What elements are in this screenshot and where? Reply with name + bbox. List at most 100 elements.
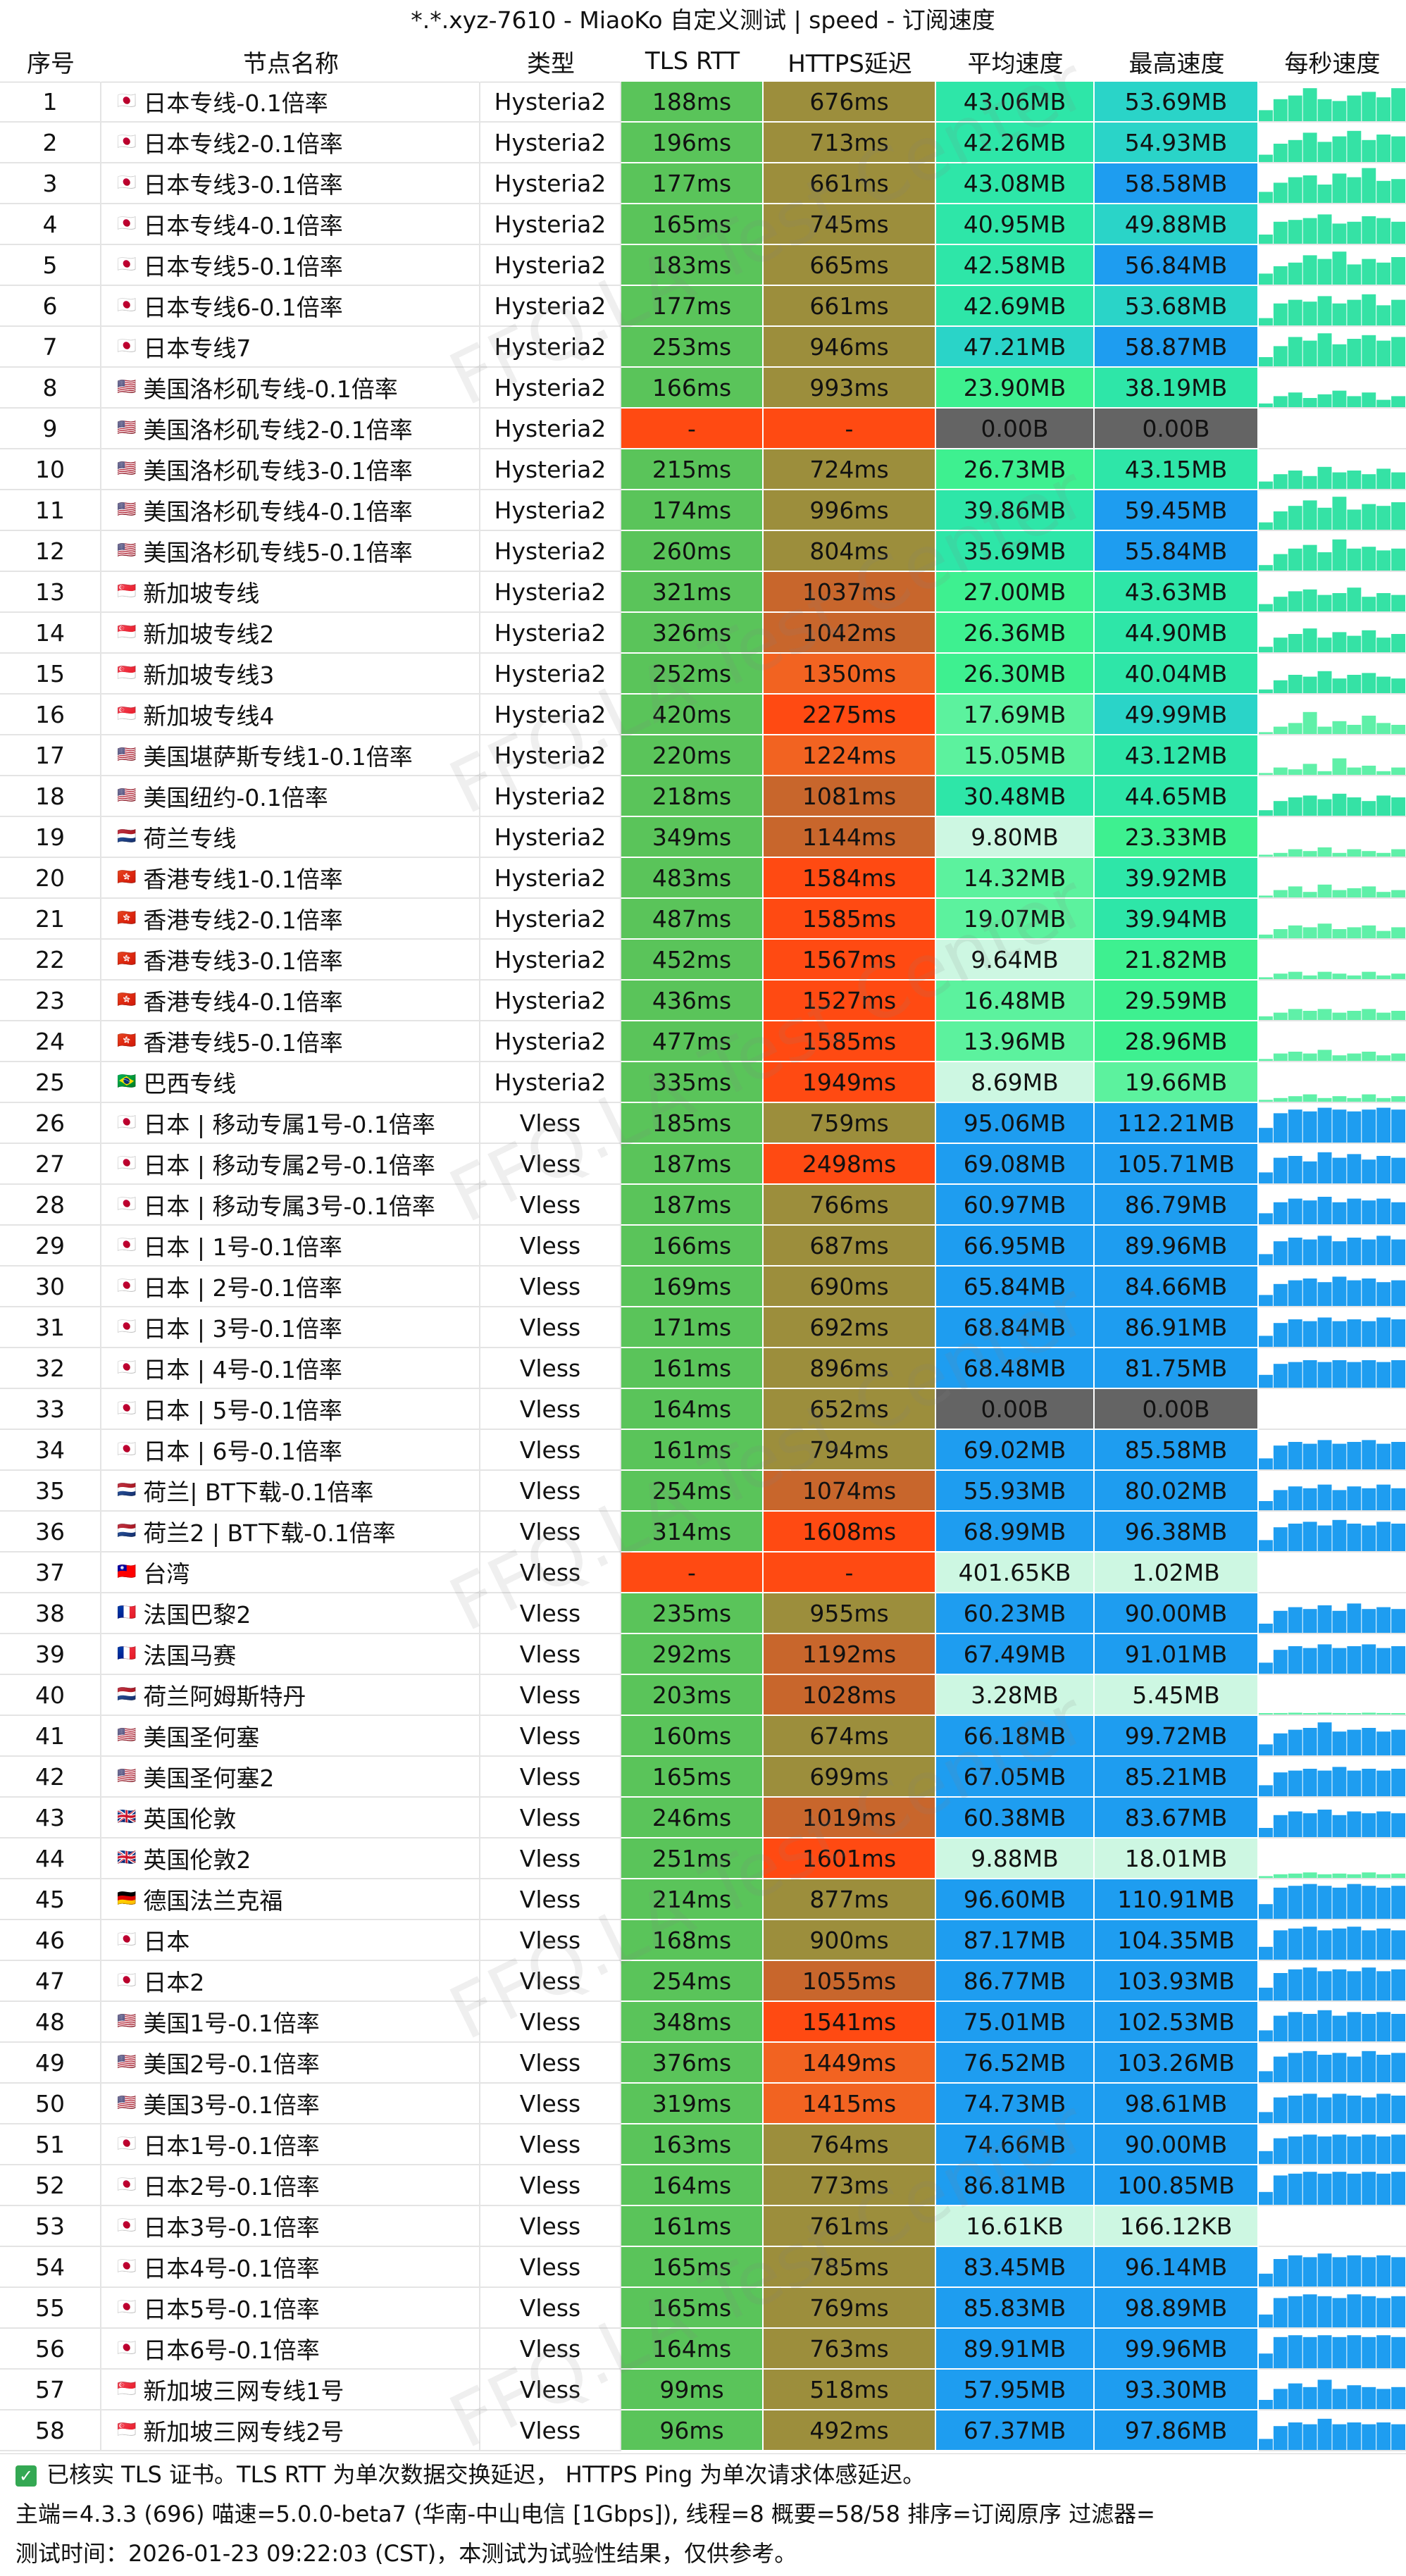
table-row[interactable]: 50 🇺🇸 美国3号-0.1倍率 Vless 319ms 1415ms 74.73MB 98.…	[0, 2084, 1406, 2124]
node-name: 🇯🇵 日本 | 3号-0.1倍率	[101, 1307, 480, 1348]
speed-bar	[1362, 392, 1376, 407]
node-name: 🇺🇸 美国洛杉矶专线3-0.1倍率	[101, 449, 480, 490]
table-row[interactable]: 5 🇯🇵 日本专线5-0.1倍率 Hysteria2 183ms 665ms 42.58MB…	[0, 245, 1406, 286]
speed-bar	[1332, 758, 1347, 775]
flag-icon: 🇯🇵	[117, 1441, 137, 1458]
table-row[interactable]: 45 🇩🇪 德国法兰克福 Vless 214ms 877ms 96.60MB 110.91MB	[0, 1879, 1406, 1920]
table-row[interactable]: 46 🇯🇵 日本 Vless 168ms 900ms 87.17MB 104.35MB	[0, 1920, 1406, 1961]
table-row[interactable]: 6 🇯🇵 日本专线6-0.1倍率 Hysteria2 177ms 661ms 42.69MB…	[0, 286, 1406, 327]
table-row[interactable]: 42 🇺🇸 美国圣何塞2 Vless 165ms 699ms 67.05MB 85.21MB	[0, 1757, 1406, 1798]
table-row[interactable]: 13 🇸🇬 新加坡专线 Hysteria2 321ms 1037ms 27.00MB 43.6…	[0, 572, 1406, 613]
header-https-latency[interactable]: HTTPS延迟	[788, 49, 912, 78]
node-name-label: 日本	[143, 1928, 190, 1955]
table-row[interactable]: 55 🇯🇵 日本5号-0.1倍率 Vless 165ms 769ms 85.83MB 98.8…	[0, 2288, 1406, 2329]
avg-speed: 69.02MB	[936, 1430, 1095, 1471]
tls-rtt: 203ms	[621, 1675, 764, 1716]
table-row[interactable]: 8 🇺🇸 美国洛杉矶专线-0.1倍率 Hysteria2 166ms 993ms 23.90…	[0, 368, 1406, 409]
table-row[interactable]: 3 🇯🇵 日本专线3-0.1倍率 Hysteria2 177ms 661ms 43.08MB…	[0, 163, 1406, 204]
table-row[interactable]: 48 🇺🇸 美国1号-0.1倍率 Vless 348ms 1541ms 75.01MB 102…	[0, 2002, 1406, 2043]
table-row[interactable]: 2 🇯🇵 日本专线2-0.1倍率 Hysteria2 196ms 713ms 42.26MB…	[0, 123, 1406, 163]
table-row[interactable]: 26 🇯🇵 日本 | 移动专属1号-0.1倍率 Vless 185ms 759ms 95.0…	[0, 1103, 1406, 1144]
table-row[interactable]: 53 🇯🇵 日本3号-0.1倍率 Vless 161ms 761ms 16.61KB 166.…	[0, 2206, 1406, 2247]
table-row[interactable]: 28 🇯🇵 日本 | 移动专属3号-0.1倍率 Vless 187ms 766ms 60.9…	[0, 1185, 1406, 1226]
table-row[interactable]: 27 🇯🇵 日本 | 移动专属2号-0.1倍率 Vless 187ms 2498ms 69.…	[0, 1144, 1406, 1185]
table-row[interactable]: 58 🇸🇬 新加坡三网专线2号 Vless 96ms 492ms 67.37MB 97.86M…	[0, 2410, 1406, 2451]
speed-bar	[1273, 1874, 1288, 1878]
flag-icon: 🇯🇵	[117, 297, 137, 314]
table-row[interactable]: 35 🇳🇱 荷兰| BT下载-0.1倍率 Vless 254ms 1074ms 55.93M…	[0, 1471, 1406, 1512]
table-row[interactable]: 51 🇯🇵 日本1号-0.1倍率 Vless 163ms 764ms 74.66MB 90.0…	[0, 2124, 1406, 2165]
speed-bar	[1317, 671, 1332, 693]
table-row[interactable]: 11 🇺🇸 美国洛杉矶专线4-0.1倍率 Hysteria2 174ms 996ms 39.…	[0, 490, 1406, 531]
row-index: 25	[0, 1062, 101, 1103]
table-row[interactable]: 33 🇯🇵 日本 | 5号-0.1倍率 Vless 164ms 652ms 0.00B 0.0…	[0, 1389, 1406, 1430]
speed-bar	[1332, 1360, 1347, 1388]
table-row[interactable]: 36 🇳🇱 荷兰2 | BT下载-0.1倍率 Vless 314ms 1608ms 68.9…	[0, 1512, 1406, 1553]
speed-bar	[1317, 1770, 1332, 1796]
speed-bar	[1302, 1488, 1317, 1510]
row-index: 58	[0, 2410, 101, 2451]
speed-bar	[1332, 2424, 1347, 2450]
flag-icon: 🇸🇬	[117, 2421, 137, 2439]
table-row[interactable]: 54 🇯🇵 日本4号-0.1倍率 Vless 165ms 785ms 83.45MB 96.1…	[0, 2247, 1406, 2288]
table-row[interactable]: 18 🇺🇸 美国纽约-0.1倍率 Hysteria2 218ms 1081ms 30.48M…	[0, 776, 1406, 817]
table-row[interactable]: 40 🇳🇱 荷兰阿姆斯特丹 Vless 203ms 1028ms 3.28MB 5.45MB	[0, 1675, 1406, 1716]
table-row[interactable]: 21 🇭🇰 香港专线2-0.1倍率 Hysteria2 487ms 1585ms 19.07…	[0, 899, 1406, 940]
table-row[interactable]: 30 🇯🇵 日本 | 2号-0.1倍率 Vless 169ms 690ms 65.84MB 8…	[0, 1267, 1406, 1307]
table-row[interactable]: 1 🇯🇵 日本专线-0.1倍率 Hysteria2 188ms 676ms 43.06MB 5…	[0, 82, 1406, 123]
table-row[interactable]: 24 🇭🇰 香港专线5-0.1倍率 Hysteria2 477ms 1585ms 13.96…	[0, 1021, 1406, 1062]
table-row[interactable]: 20 🇭🇰 香港专线1-0.1倍率 Hysteria2 483ms 1584ms 14.32…	[0, 858, 1406, 899]
table-row[interactable]: 7 🇯🇵 日本专线7 Hysteria2 253ms 946ms 47.21MB 58.87M…	[0, 327, 1406, 368]
header-index[interactable]: 序号	[27, 49, 75, 78]
table-row[interactable]: 41 🇺🇸 美国圣何塞 Vless 160ms 674ms 66.18MB 99.72MB	[0, 1716, 1406, 1757]
per-second-speed-chart	[1259, 1920, 1406, 1961]
header-max-speed[interactable]: 最高速度	[1128, 49, 1225, 78]
table-row[interactable]: 9 🇺🇸 美国洛杉矶专线2-0.1倍率 Hysteria2- -0.00B 0.00B	[0, 409, 1406, 449]
table-row[interactable]: 37 🇹🇼 台湾 Vless - -401.65KB 1.02MB	[0, 1553, 1406, 1593]
speed-bar	[1302, 2387, 1317, 2409]
speed-bar	[1302, 132, 1317, 162]
node-name: 🇯🇵 日本专线-0.1倍率	[101, 82, 480, 123]
table-row[interactable]: 31 🇯🇵 日本 | 3号-0.1倍率 Vless 171ms 692ms 68.84MB 8…	[0, 1307, 1406, 1348]
table-row[interactable]: 15 🇸🇬 新加坡专线3 Hysteria2 252ms 1350ms 26.30MB 40.…	[0, 654, 1406, 695]
header-avg-speed[interactable]: 平均速度	[967, 49, 1064, 78]
header-tls-rtt[interactable]: TLS RTT	[645, 47, 740, 75]
table-row[interactable]: 38 🇫🇷 法国巴黎2 Vless 235ms 955ms 60.23MB 90.00MB	[0, 1593, 1406, 1634]
table-row[interactable]: 43 🇬🇧 英国伦敦 Vless 246ms 1019ms 60.38MB 83.67MB	[0, 1798, 1406, 1838]
table-row[interactable]: 56 🇯🇵 日本6号-0.1倍率 Vless 164ms 763ms 89.91MB 99.9…	[0, 2329, 1406, 2370]
table-row[interactable]: 34 🇯🇵 日本 | 6号-0.1倍率 Vless 161ms 794ms 69.02MB 8…	[0, 1430, 1406, 1471]
speed-bar	[1317, 771, 1332, 775]
table-row[interactable]: 19 🇳🇱 荷兰专线 Hysteria2 349ms 1144ms 9.80MB 23.33M…	[0, 817, 1406, 858]
table-row[interactable]: 25 🇧🇷 巴西专线 Hysteria2 335ms 1949ms 8.69MB 19.66M…	[0, 1062, 1406, 1103]
flag-icon: 🇺🇸	[117, 419, 137, 437]
table-row[interactable]: 12 🇺🇸 美国洛杉矶专线5-0.1倍率 Hysteria2 260ms 804ms 35.…	[0, 531, 1406, 572]
node-type: Vless	[480, 1267, 621, 1307]
table-row[interactable]: 49 🇺🇸 美国2号-0.1倍率 Vless 376ms 1449ms 76.52MB 103…	[0, 2043, 1406, 2084]
flag-icon: 🇳🇱	[117, 1481, 137, 1499]
table-row[interactable]: 44 🇬🇧 英国伦敦2 Vless 251ms 1601ms 9.88MB 18.01MB	[0, 1838, 1406, 1879]
header-node-name[interactable]: 节点名称	[243, 49, 339, 78]
table-row[interactable]: 17 🇺🇸 美国堪萨斯专线1-0.1倍率 Hysteria2 220ms 1224ms 15…	[0, 735, 1406, 776]
table-row[interactable]: 16 🇸🇬 新加坡专线4 Hysteria2 420ms 2275ms 17.69MB 49.…	[0, 695, 1406, 735]
table-row[interactable]: 57 🇸🇬 新加坡三网专线1号 Vless 99ms 518ms 57.95MB 93.30M…	[0, 2370, 1406, 2410]
table-row[interactable]: 52 🇯🇵 日本2号-0.1倍率 Vless 164ms 773ms 86.81MB 100.…	[0, 2165, 1406, 2206]
speed-bar	[1317, 507, 1332, 530]
avg-speed: 96.60MB	[936, 1879, 1095, 1920]
table-row[interactable]: 23 🇭🇰 香港专线4-0.1倍率 Hysteria2 436ms 1527ms 16.48…	[0, 981, 1406, 1021]
tls-rtt: 160ms	[621, 1716, 764, 1757]
table-row[interactable]: 47 🇯🇵 日本2 Vless 254ms 1055ms 86.77MB 103.93MB	[0, 1961, 1406, 2002]
row-index: 53	[0, 2206, 101, 2247]
table-row[interactable]: 14 🇸🇬 新加坡专线2 Hysteria2 326ms 1042ms 26.36MB 44.…	[0, 613, 1406, 654]
header-per-second-speed[interactable]: 每秒速度	[1284, 49, 1381, 78]
table-row[interactable]: 29 🇯🇵 日本 | 1号-0.1倍率 Vless 166ms 687ms 66.95MB 8…	[0, 1226, 1406, 1267]
flag-icon: 🇯🇵	[117, 1359, 137, 1376]
speed-bar	[1376, 2012, 1391, 2041]
table-row[interactable]: 4 🇯🇵 日本专线4-0.1倍率 Hysteria2 165ms 745ms 40.95MB…	[0, 204, 1406, 245]
header-type[interactable]: 类型	[527, 49, 575, 78]
table-row[interactable]: 39 🇫🇷 法国马赛 Vless 292ms 1192ms 67.49MB 91.01MB	[0, 1634, 1406, 1675]
speed-bar	[1362, 673, 1376, 693]
table-row[interactable]: 10 🇺🇸 美国洛杉矶专线3-0.1倍率 Hysteria2 215ms 724ms 26.…	[0, 449, 1406, 490]
table-row[interactable]: 22 🇭🇰 香港专线3-0.1倍率 Hysteria2 452ms 1567ms 9.64M…	[0, 940, 1406, 981]
table-row[interactable]: 32 🇯🇵 日本 | 4号-0.1倍率 Vless 161ms 896ms 68.48MB 8…	[0, 1348, 1406, 1389]
node-name-label: 日本3号-0.1倍率	[143, 2214, 320, 2241]
